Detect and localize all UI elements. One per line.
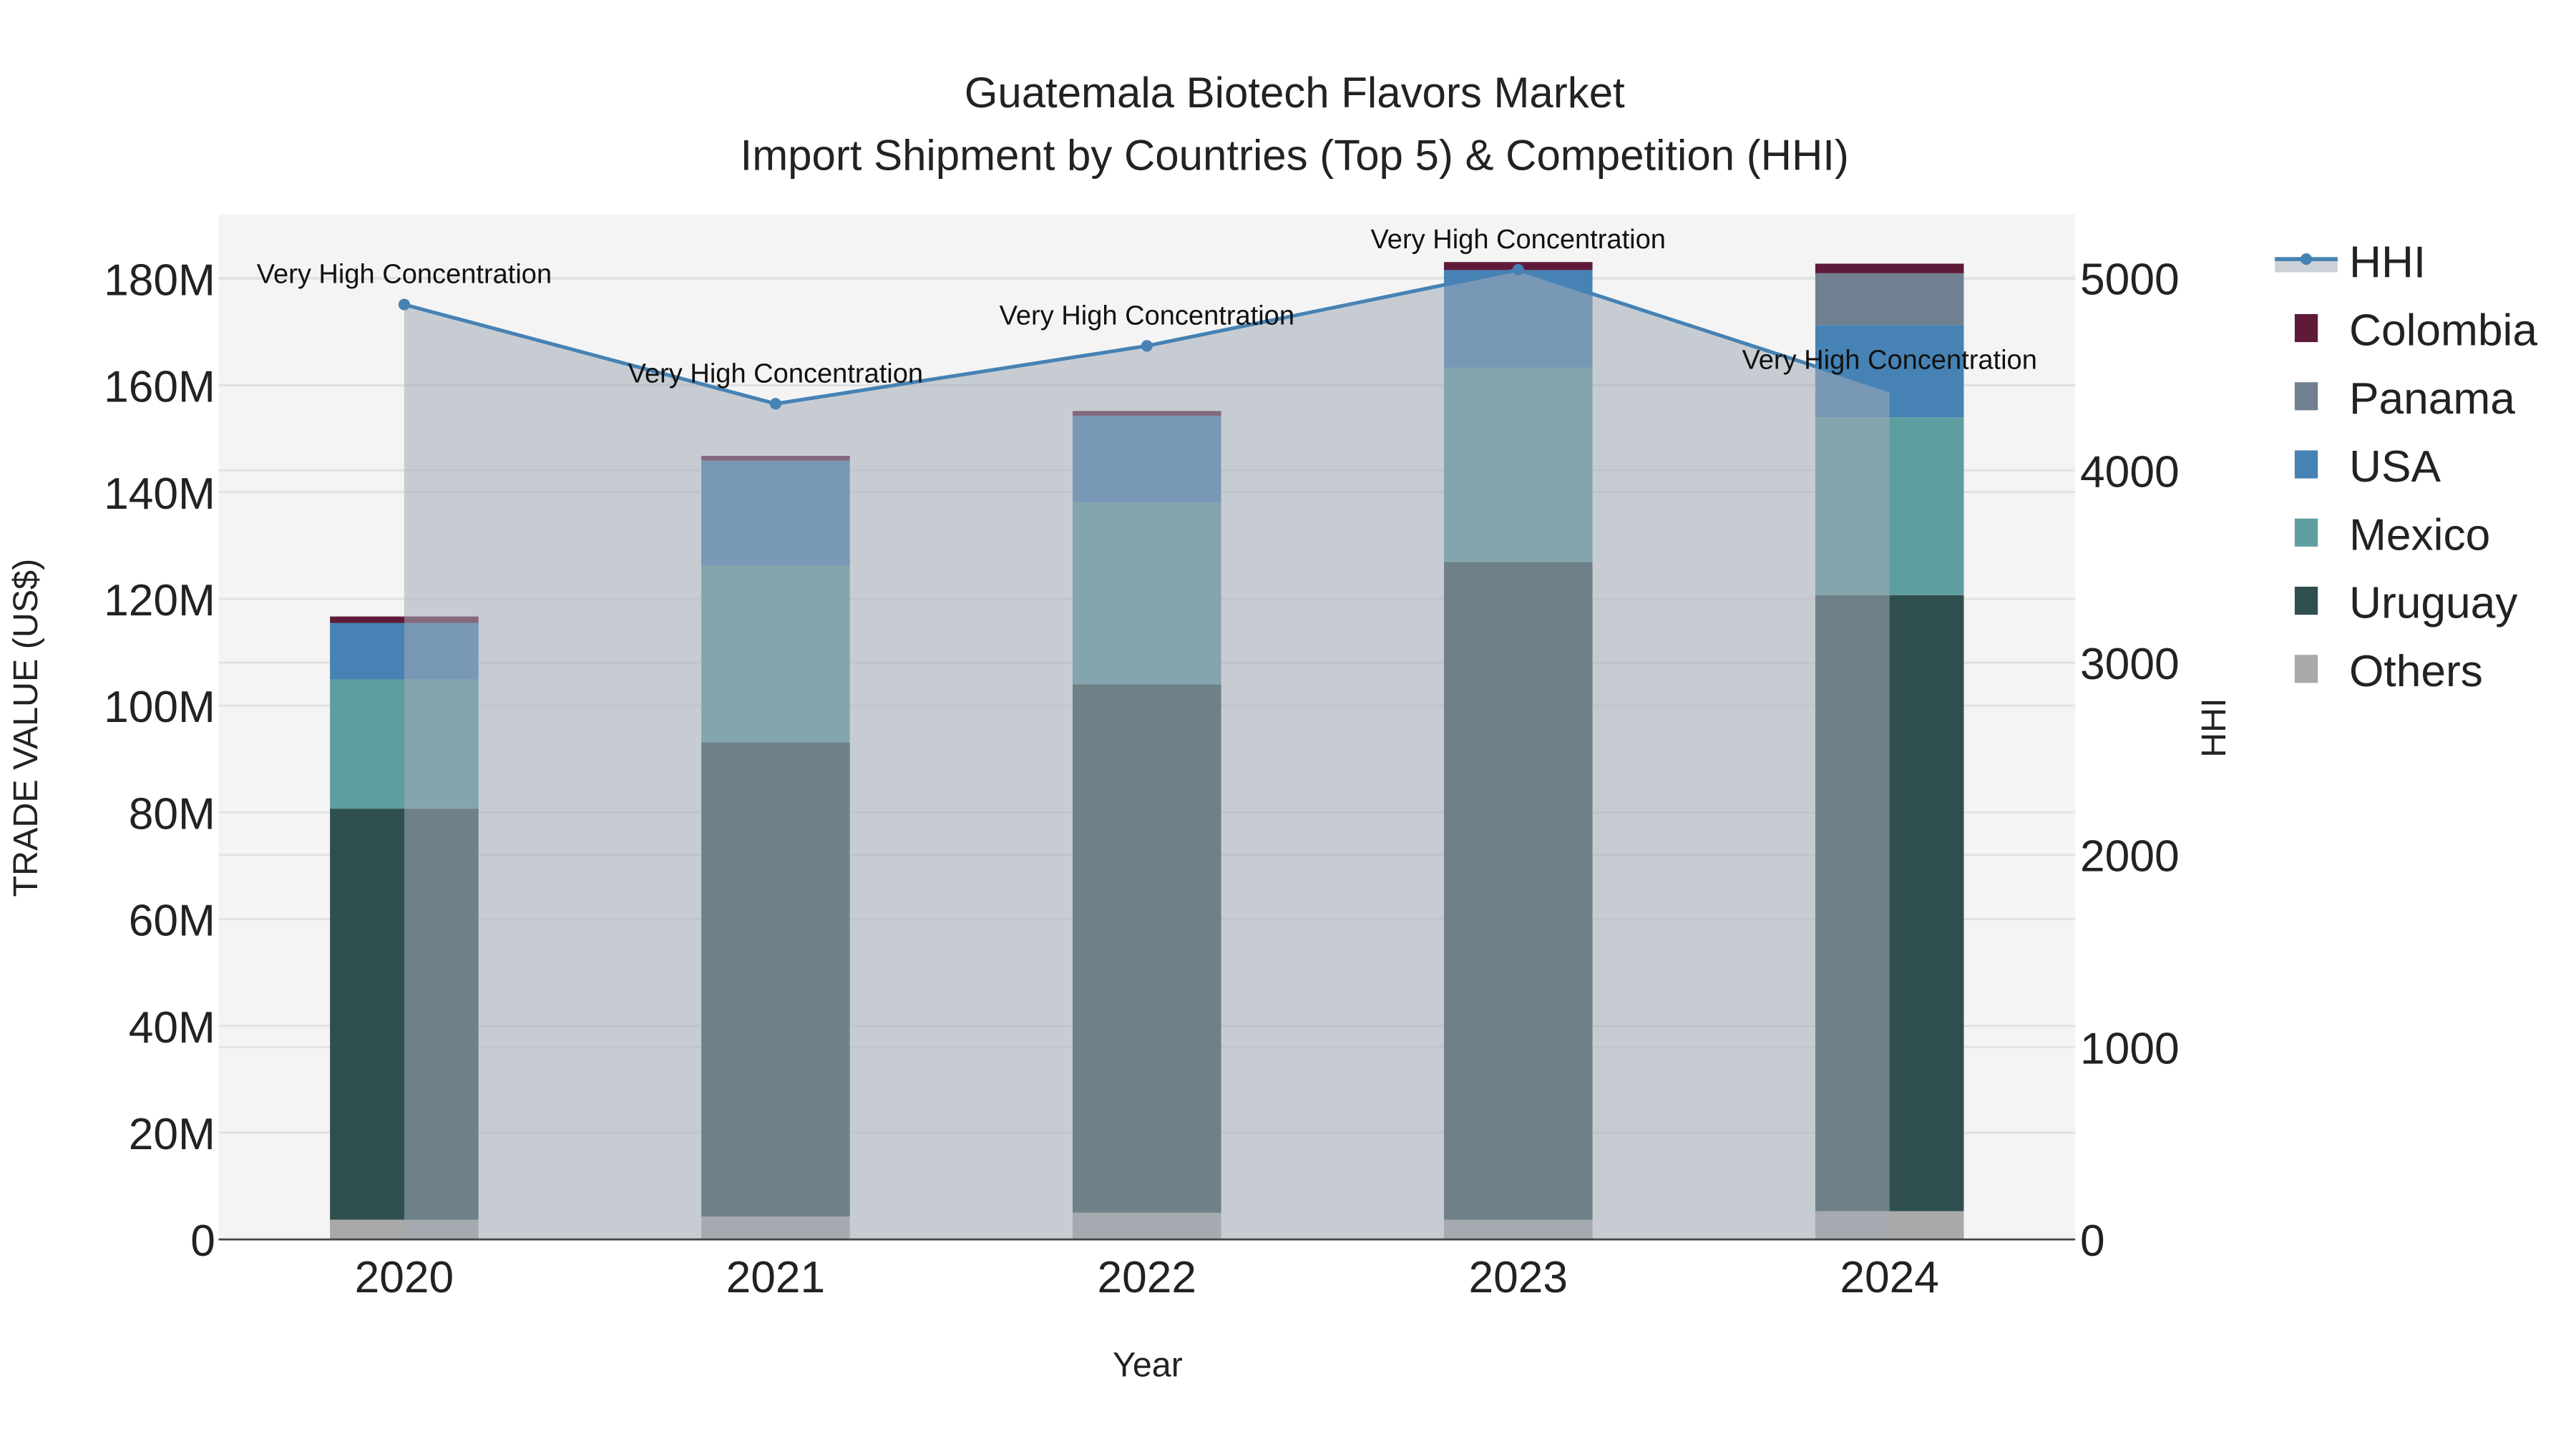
bar-panama-2024: [1815, 273, 1964, 326]
y2-tick-label: 3000: [2080, 640, 2180, 689]
x-axis-title: Year: [1113, 1346, 1183, 1385]
legend-label-panama: Panama: [2349, 374, 2515, 424]
legend-swatch-uruguay: [2294, 586, 2318, 615]
legend-label-colombia: Colombia: [2349, 306, 2537, 356]
hhi-point-2021: [769, 398, 781, 410]
y2-tick-labels: 0 1000 2000 3000 4000 5000: [2080, 255, 2180, 1267]
chart-title: Guatemala Biotech Flavors Market: [965, 69, 1625, 117]
y2-tick-label: 5000: [2080, 255, 2180, 305]
hhi-series: [398, 263, 1890, 1240]
y-tick-label: 60M: [129, 897, 215, 946]
y-tick-label: 40M: [129, 1003, 215, 1053]
y-tick-label: 180M: [104, 255, 215, 305]
annotations: Very High Concentration Very High Concent…: [257, 225, 2037, 389]
legend-label-hhi: HHI: [2349, 238, 2426, 287]
y-tick-labels: 0 20M 40M 60M 80M 100M 120M 140M 160M 180M: [104, 255, 215, 1266]
legend-swatch-colombia: [2294, 313, 2318, 343]
y2-tick-label: 0: [2080, 1216, 2105, 1266]
hhi-area: [404, 269, 1890, 1240]
y2-tick-label: 2000: [2080, 832, 2180, 882]
y-tick-label: 80M: [129, 789, 215, 839]
y-axis-title: TRADE VALUE (US$): [6, 559, 45, 897]
legend-swatch-mexico: [2294, 518, 2318, 547]
hhi-annotation: Very High Concentration: [628, 358, 923, 389]
hhi-annotation: Very High Concentration: [1371, 225, 1666, 255]
y-tick-label: 100M: [104, 683, 215, 732]
x-tick-label: 2021: [726, 1253, 826, 1302]
legend-label-usa: USA: [2349, 442, 2441, 492]
hhi-point-2023: [1512, 263, 1524, 276]
legend-label-mexico: Mexico: [2349, 510, 2490, 560]
y2-tick-label: 4000: [2080, 447, 2180, 497]
legend-label-others: Others: [2349, 647, 2483, 696]
hhi-annotation: Very High Concentration: [1000, 301, 1294, 331]
hhi-point-2022: [1141, 340, 1153, 352]
x-tick-label: 2022: [1098, 1253, 1197, 1302]
x-tick-label: 2024: [1840, 1253, 1939, 1302]
legend-swatch-panama: [2294, 382, 2318, 411]
x-tick-label: 2023: [1468, 1253, 1568, 1302]
hhi-annotation: Very High Concentration: [1742, 346, 2036, 376]
bar-colombia-2024: [1815, 263, 1964, 273]
y-tick-label: 160M: [104, 363, 215, 412]
legend-hhi-area-swatch: [2275, 259, 2338, 273]
y-tick-label: 120M: [104, 576, 215, 625]
hhi-annotation: Very High Concentration: [257, 260, 552, 290]
y2-tick-label: 1000: [2080, 1024, 2180, 1073]
x-tick-labels: 2020 2021 2022 2023 2024: [355, 1253, 1939, 1302]
y-tick-label: 0: [190, 1216, 215, 1266]
y2-axis-title: HHI: [2195, 698, 2233, 757]
x-tick-label: 2020: [355, 1253, 454, 1302]
legend-swatch-usa: [2294, 450, 2318, 479]
chart-subtitle: Import Shipment by Countries (Top 5) & C…: [741, 132, 1849, 180]
y-tick-label: 20M: [129, 1110, 215, 1159]
legend-hhi-marker: [2300, 253, 2313, 265]
legend-label-uruguay: Uruguay: [2349, 579, 2518, 628]
legend-swatch-others: [2294, 655, 2318, 683]
legend: HHI Colombia Panama USA Mexico Uruguay Others: [2275, 238, 2537, 696]
hhi-point-2020: [398, 298, 411, 311]
y-tick-label: 140M: [104, 469, 215, 519]
